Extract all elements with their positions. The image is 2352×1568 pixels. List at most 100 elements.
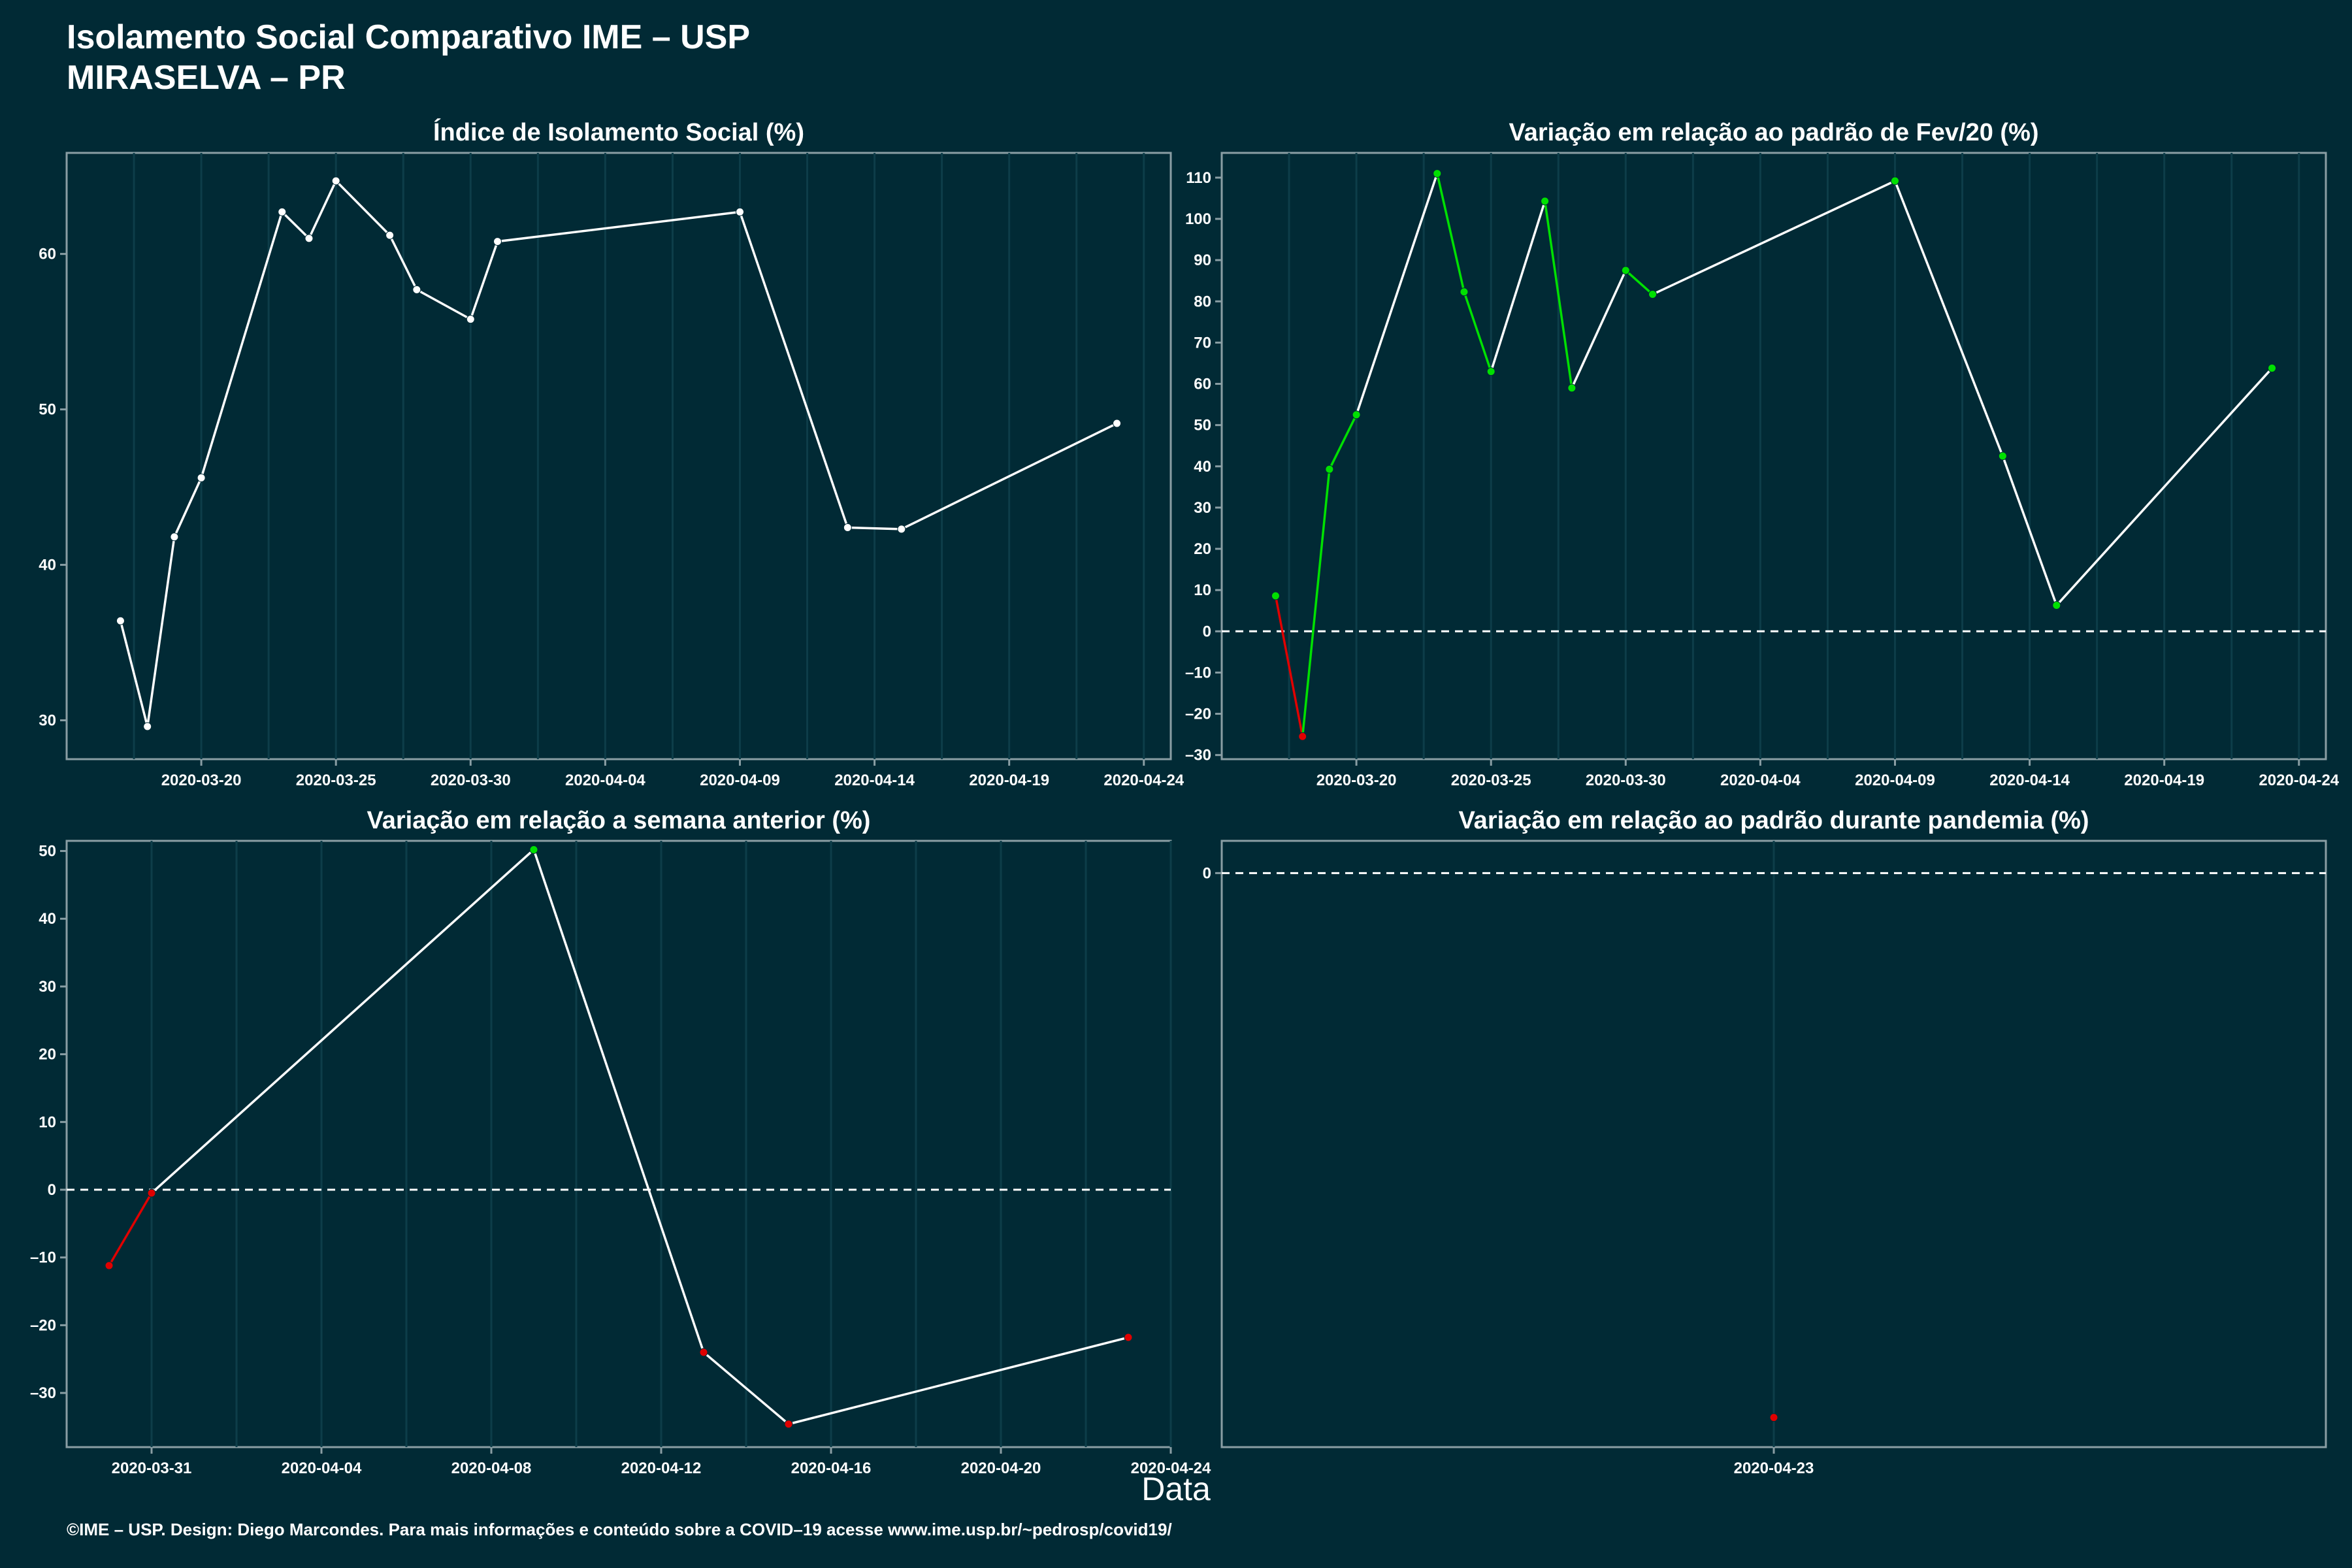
y-tick-label: –20 (30, 1316, 56, 1334)
x-tick-label: 2020-03-30 (431, 772, 511, 789)
x-tick-label: 2020-04-09 (700, 772, 780, 789)
chart-panel-2: Variação em relação ao padrão de Fev/20 … (1185, 119, 2340, 789)
data-point (2052, 601, 2061, 610)
x-tick-label: 2020-03-20 (161, 772, 242, 789)
data-point (1541, 197, 1550, 206)
y-tick-label: 0 (48, 1181, 56, 1199)
series-segment (469, 241, 499, 320)
x-tick-label: 2020-04-24 (1103, 772, 1184, 789)
x-tick-label: 2020-03-25 (296, 772, 376, 789)
data-point (1998, 451, 2007, 461)
data-point (147, 1188, 156, 1198)
data-point (699, 1348, 708, 1357)
series-segment (1543, 201, 1573, 389)
data-point (1567, 384, 1576, 393)
y-tick-label: 90 (1194, 252, 1211, 269)
data-point (331, 176, 340, 186)
x-tick-label: 2020-04-04 (565, 772, 645, 789)
y-tick-label: 100 (1185, 210, 1211, 228)
x-tick-label: 2020-04-19 (969, 772, 1049, 789)
data-point (385, 231, 395, 240)
data-point (116, 616, 125, 625)
data-point (1648, 290, 1658, 299)
x-axis-label: Data (1141, 1471, 1211, 1507)
y-tick-label: 20 (39, 1046, 56, 1064)
y-tick-label: 40 (1194, 458, 1211, 476)
plot-area (1220, 152, 2327, 760)
data-point (412, 285, 421, 294)
panel-title: Variação em relação a semana anterior (%… (367, 807, 871, 834)
data-point (105, 1261, 114, 1270)
series-segment (150, 849, 535, 1194)
series-segment (1490, 201, 1546, 372)
series-segment (1625, 269, 1654, 295)
y-tick-label: 70 (1194, 334, 1211, 351)
panel-title: Variação em relação ao padrão durante pa… (1458, 807, 2089, 834)
data-point (278, 207, 287, 216)
x-tick-label: 2020-04-04 (282, 1460, 362, 1477)
series-segment (308, 180, 337, 239)
data-point (1486, 367, 1495, 376)
series-segment (108, 1192, 153, 1267)
footer-credit: ©IME – USP. Design: Diego Marcondes. Par… (67, 1520, 1172, 1539)
series-segment (788, 1336, 1129, 1426)
data-point (1890, 176, 1899, 186)
x-tick-label: 2020-04-14 (834, 772, 915, 789)
data-point (1113, 419, 1122, 428)
panel-title: Índice de Isolamento Social (%) (433, 118, 804, 146)
data-point (197, 473, 206, 482)
series-segment (738, 211, 849, 529)
x-tick-label: 2020-04-20 (961, 1460, 1041, 1477)
series-segment (847, 526, 902, 531)
data-point (897, 525, 906, 534)
series-segment (119, 620, 149, 727)
data-point (735, 207, 744, 216)
series-segment (901, 422, 1118, 531)
series-segment (389, 235, 418, 291)
y-tick-label: 30 (39, 712, 56, 730)
y-tick-label: 10 (1194, 581, 1211, 599)
y-tick-label: 40 (39, 557, 56, 574)
data-point (143, 722, 152, 731)
x-tick-label: 2020-04-12 (621, 1460, 702, 1477)
y-tick-label: –20 (1185, 706, 1211, 723)
series-segment (416, 288, 472, 321)
y-tick-label: 80 (1194, 293, 1211, 310)
panel-title: Variação em relação ao padrão de Fev/20 … (1509, 119, 2038, 146)
data-point (1460, 287, 1469, 297)
y-tick-label: –30 (30, 1384, 56, 1402)
data-point (1271, 591, 1280, 600)
y-tick-label: 30 (39, 978, 56, 996)
x-tick-label: 2020-04-16 (791, 1460, 872, 1477)
title-line-1: Isolamento Social Comparativo IME – USP (67, 18, 751, 56)
y-tick-label: 10 (39, 1113, 56, 1131)
series-segment (1436, 173, 1465, 293)
series-segment (2055, 367, 2273, 606)
x-tick-label: 2020-03-30 (1586, 772, 1666, 789)
data-point (1621, 266, 1630, 275)
chart-title: Isolamento Social Comparativo IME – USP … (67, 17, 750, 98)
y-tick-label: 0 (1203, 864, 1211, 882)
series-segment (281, 211, 310, 240)
series-segment (1463, 291, 1492, 372)
x-tick-label: 2020-03-20 (1316, 772, 1397, 789)
x-tick-label: 2020-04-08 (451, 1460, 532, 1477)
series-segment (200, 211, 284, 478)
plot-area (65, 840, 1172, 1448)
x-tick-label: 2020-03-31 (112, 1460, 192, 1477)
chart-panel-1: Índice de Isolamento Social (%) 2020-03-2… (39, 118, 1184, 789)
y-tick-label: 30 (1194, 499, 1211, 517)
data-point (1352, 410, 1361, 419)
x-tick-label: 2020-03-25 (1451, 772, 1531, 789)
chart-panel-3: Variação em relação a semana anterior (%… (30, 807, 1211, 1477)
data-point (1124, 1333, 1133, 1342)
y-tick-label: –10 (30, 1249, 56, 1267)
x-tick-label: 2020-04-09 (1855, 772, 1935, 789)
series-segment (2001, 455, 2058, 606)
data-point (2268, 364, 2277, 373)
y-tick-label: 0 (1203, 623, 1211, 640)
data-point (1325, 465, 1334, 474)
data-point (493, 237, 502, 246)
data-point (1298, 732, 1307, 741)
